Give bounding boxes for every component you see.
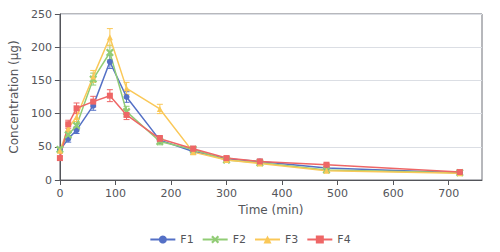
svg-text:200: 200 [31, 41, 52, 54]
svg-text:F2: F2 [233, 233, 246, 246]
svg-text:F1: F1 [180, 233, 193, 246]
svg-text:Concentration (μg): Concentration (μg) [7, 40, 21, 153]
svg-text:Time (min): Time (min) [237, 203, 303, 217]
svg-text:50: 50 [38, 140, 52, 153]
svg-text:100: 100 [31, 107, 52, 120]
svg-text:250: 250 [31, 8, 52, 21]
svg-text:0: 0 [56, 187, 63, 200]
svg-text:500: 500 [327, 187, 348, 200]
svg-text:150: 150 [31, 74, 52, 87]
svg-text:100: 100 [105, 187, 126, 200]
svg-text:0: 0 [45, 174, 52, 187]
svg-text:300: 300 [216, 187, 237, 200]
svg-text:400: 400 [272, 187, 293, 200]
svg-text:F4: F4 [337, 233, 350, 246]
svg-text:F3: F3 [285, 233, 298, 246]
svg-text:600: 600 [383, 187, 404, 200]
svg-text:200: 200 [160, 187, 181, 200]
svg-text:700: 700 [438, 187, 459, 200]
